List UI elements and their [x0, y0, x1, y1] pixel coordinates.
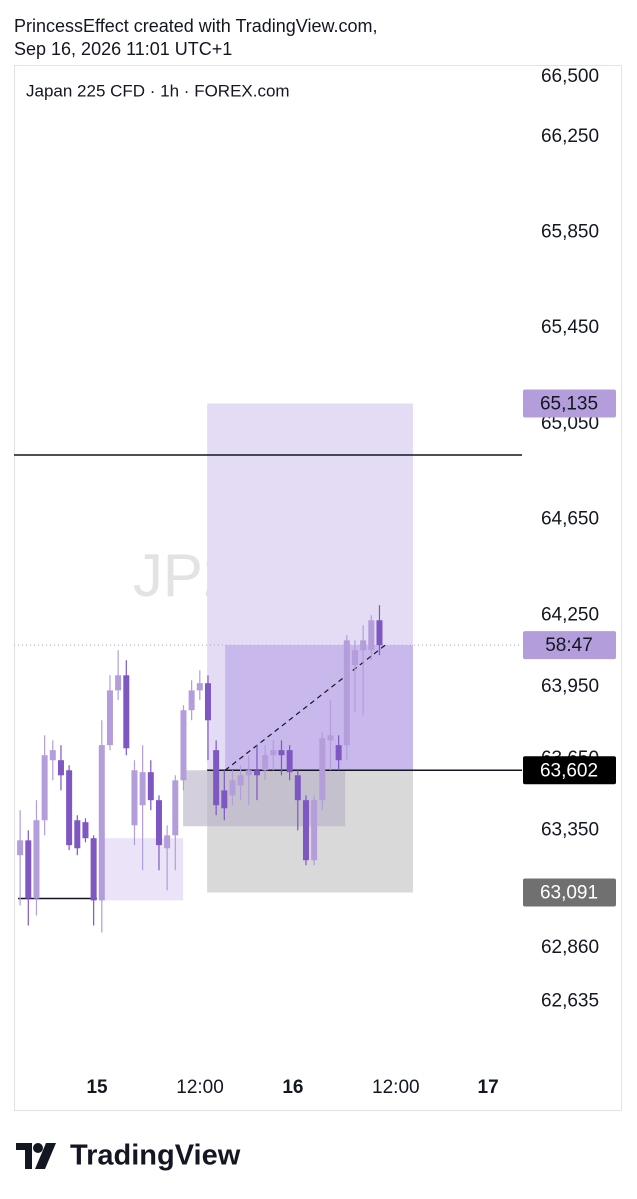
- candles-layer: [17, 605, 383, 933]
- candle-body: [98, 745, 105, 901]
- candle-body: [164, 835, 171, 849]
- candle-body: [41, 755, 48, 821]
- candle-body: [221, 790, 228, 809]
- x-tick-label: 16: [282, 1077, 303, 1098]
- candle-body: [360, 640, 367, 651]
- candle-body: [286, 750, 293, 773]
- price-badge: [523, 631, 616, 660]
- candle-body: [90, 838, 97, 901]
- candle-body: [376, 620, 383, 646]
- candle-body: [66, 770, 73, 846]
- position-progress: [225, 645, 413, 771]
- candle-body: [180, 710, 187, 781]
- date-line: Sep 16, 2026 11:01 UTC+1: [14, 39, 232, 59]
- candle-body: [25, 840, 32, 899]
- candle-body: [17, 840, 24, 856]
- candle-body: [57, 760, 64, 776]
- candle-body: [213, 750, 220, 806]
- range-box: [183, 770, 346, 827]
- candle-body: [302, 800, 309, 861]
- price-badge: [523, 756, 616, 785]
- candle-body: [311, 800, 318, 861]
- candle-body: [123, 675, 130, 749]
- y-tick-label: 66,500: [541, 66, 599, 87]
- candle-body: [229, 780, 236, 796]
- y-tick-label: 65,850: [541, 221, 599, 242]
- price-badge: [523, 878, 616, 907]
- y-tick-label: 64,650: [541, 509, 599, 530]
- candle-body: [335, 745, 342, 761]
- candle-body: [106, 690, 113, 746]
- candle-body: [204, 683, 211, 721]
- candle-body: [147, 772, 154, 801]
- candle-body: [155, 800, 162, 846]
- price-badge-label: 58:47: [545, 635, 593, 656]
- candle-body: [196, 683, 203, 691]
- x-tick-label: 17: [478, 1077, 499, 1098]
- x-tick-label: 15: [86, 1077, 108, 1098]
- candle-body: [319, 738, 326, 801]
- candle-body: [343, 640, 350, 746]
- y-tick-label: 63,350: [541, 820, 599, 841]
- candle-body: [33, 820, 40, 899]
- candle-body: [294, 775, 301, 801]
- candle-body: [131, 770, 138, 826]
- y-tick-label: 65,050: [541, 413, 599, 434]
- price-badge: [523, 389, 616, 418]
- candle-body: [82, 822, 89, 839]
- y-tick-label: 65,450: [541, 317, 599, 338]
- price-badge-label: 65,135: [540, 394, 598, 415]
- candle-body: [270, 750, 277, 756]
- candle-body: [115, 675, 122, 691]
- y-tick-label: 62,635: [541, 991, 599, 1012]
- trend-line: [224, 644, 386, 771]
- y-tick-label: 62,860: [541, 937, 599, 958]
- price-badge-label: 63,091: [540, 883, 598, 904]
- candle-body: [253, 770, 260, 776]
- tradingview-logo: [16, 1143, 56, 1169]
- logo-mark: [33, 1143, 43, 1153]
- logo-mark: [16, 1143, 32, 1169]
- candle-body: [327, 735, 334, 741]
- candle-body: [49, 750, 56, 761]
- range-box: [100, 838, 184, 901]
- candle-body: [245, 770, 252, 776]
- x-tick-label: 12:00: [176, 1077, 224, 1098]
- candle-body: [351, 650, 358, 666]
- x-tick-label: 12:00: [372, 1077, 420, 1098]
- brand: TradingView: [70, 1140, 241, 1172]
- price-badge-label: 63,602: [540, 760, 598, 781]
- candle-body: [172, 780, 179, 836]
- candle-body: [368, 620, 375, 651]
- axis-layer: 66,500 66,250 65,850 65,450 65,050 64,650 64,2…: [86, 66, 616, 1098]
- candle-body: [237, 775, 244, 786]
- background-layer: JP225, 1h: [133, 403, 413, 893]
- candle-body: [278, 750, 285, 756]
- candle-body: [262, 755, 269, 771]
- y-tick-label: 63,950: [541, 676, 599, 697]
- chart-title: Japan 225 CFD · 1h · FOREX.com: [26, 81, 290, 100]
- author-line: PrincessEffect created with TradingView.…: [14, 16, 378, 36]
- y-tick-label: 66,250: [541, 126, 599, 147]
- candle-body: [74, 820, 81, 849]
- candle-body: [139, 772, 146, 806]
- candle-body: [188, 690, 195, 711]
- logo-mark: [35, 1143, 56, 1169]
- y-tick-label: 64,250: [541, 604, 599, 625]
